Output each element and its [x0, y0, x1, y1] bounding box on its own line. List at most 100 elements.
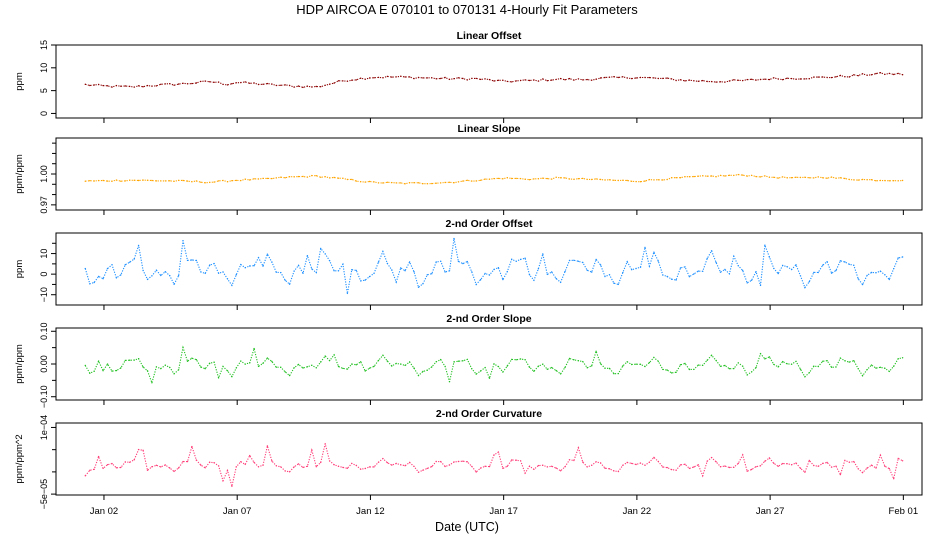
- data-point: [142, 366, 144, 368]
- data-point: [559, 77, 562, 80]
- data-point: [226, 278, 229, 280]
- data-point: [488, 78, 491, 81]
- data-point: [177, 179, 180, 182]
- data-point: [582, 79, 584, 81]
- data-point: [591, 178, 593, 181]
- y-tick-label: 0.97: [39, 196, 49, 214]
- data-point: [790, 77, 793, 80]
- data-point: [106, 464, 109, 466]
- data-point: [528, 274, 531, 276]
- data-point: [475, 283, 477, 286]
- data-point: [901, 256, 904, 258]
- data-point: [622, 365, 624, 367]
- data-point: [173, 180, 175, 182]
- panel-frame: [55, 232, 923, 306]
- data-point: [115, 84, 118, 87]
- data-point: [426, 369, 428, 371]
- data-point: [355, 464, 357, 467]
- data-point: [577, 360, 580, 362]
- data-point: [462, 262, 464, 265]
- data-point: [746, 374, 748, 376]
- data-point: [626, 261, 628, 263]
- data-point: [719, 81, 722, 83]
- data-point: [204, 368, 206, 370]
- data-point: [297, 264, 300, 267]
- data-point: [546, 80, 548, 82]
- data-point: [262, 83, 264, 86]
- data-point: [293, 367, 295, 369]
- data-point: [124, 264, 127, 266]
- data-point: [102, 84, 104, 87]
- data-point: [528, 366, 531, 368]
- data-point: [164, 364, 166, 366]
- data-point: [608, 179, 611, 181]
- data-point: [773, 462, 775, 464]
- data-point: [688, 467, 691, 470]
- data-point: [417, 374, 420, 377]
- data-point: [515, 80, 517, 82]
- data-point: [506, 365, 508, 367]
- data-point: [710, 175, 713, 177]
- x-tick-label: Jan 27: [756, 506, 785, 517]
- data-point: [617, 470, 619, 473]
- data-point: [759, 465, 762, 467]
- data-point: [435, 78, 437, 80]
- data-point: [488, 465, 491, 468]
- data-point: [795, 462, 797, 464]
- data-point: [817, 271, 819, 274]
- data-point: [768, 256, 771, 258]
- data-point: [719, 466, 722, 468]
- data-point: [337, 270, 340, 272]
- data-point: [866, 467, 868, 469]
- data-point: [169, 83, 171, 85]
- data-point: [595, 350, 597, 352]
- data-point: [893, 478, 895, 480]
- data-point: [586, 78, 588, 81]
- data-point: [706, 257, 708, 260]
- data-point: [631, 363, 633, 366]
- data-point: [559, 281, 562, 283]
- data-point: [151, 466, 153, 468]
- data-point: [302, 272, 304, 274]
- data-point: [804, 286, 806, 289]
- data-point: [702, 270, 704, 272]
- data-point: [679, 177, 682, 179]
- data-point: [511, 177, 513, 180]
- data-point: [893, 180, 895, 182]
- y-tick-label: 0: [39, 111, 49, 116]
- data-point: [102, 370, 104, 372]
- data-point: [897, 457, 899, 460]
- data-point: [164, 83, 166, 85]
- data-point: [444, 76, 446, 79]
- data-point: [879, 454, 882, 456]
- data-point: [195, 359, 198, 361]
- data-point: [217, 465, 220, 467]
- data-point: [440, 260, 442, 262]
- data-point: [89, 372, 91, 374]
- data-point: [786, 77, 788, 79]
- data-point: [364, 181, 366, 183]
- data-point: [129, 179, 131, 181]
- data-point: [631, 462, 633, 465]
- data-point: [648, 361, 651, 364]
- data-point: [635, 77, 637, 79]
- data-point: [533, 370, 535, 372]
- data-point: [684, 463, 686, 465]
- data-point: [137, 85, 140, 87]
- data-point: [471, 368, 473, 370]
- data-point: [488, 178, 491, 180]
- data-point: [448, 464, 451, 466]
- data-point: [853, 360, 855, 362]
- data-point: [795, 360, 797, 363]
- data-point: [333, 354, 335, 356]
- data-point: [186, 83, 189, 85]
- data-point: [226, 181, 229, 183]
- data-point: [599, 264, 602, 266]
- data-point: [106, 363, 109, 365]
- data-point: [337, 365, 340, 368]
- data-point: [839, 260, 842, 262]
- panel-title: 2-nd Order Slope: [446, 313, 531, 325]
- data-point: [155, 180, 158, 182]
- data-point: [462, 360, 464, 362]
- data-point: [186, 180, 189, 182]
